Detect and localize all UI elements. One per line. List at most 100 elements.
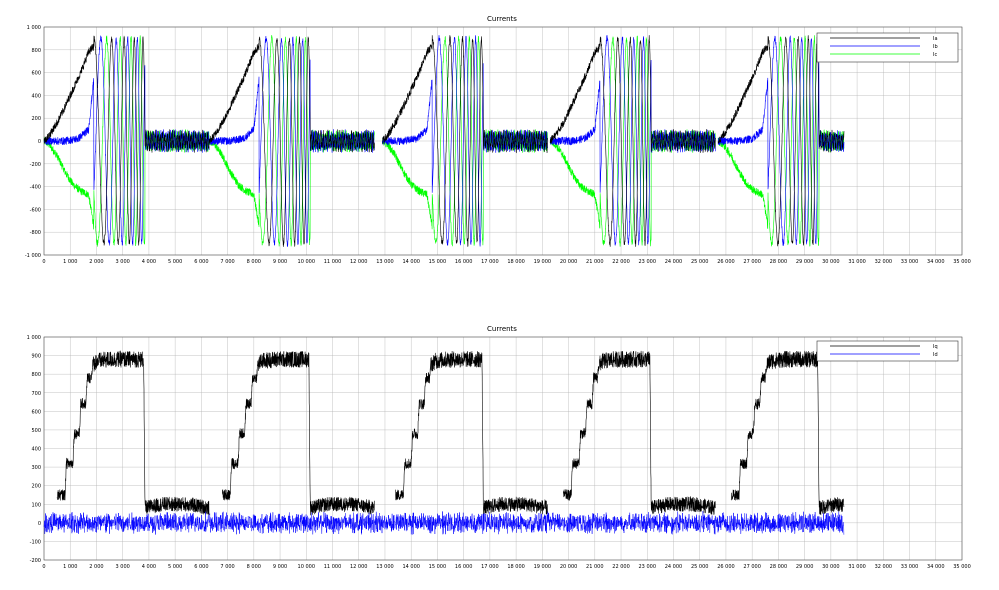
chart-title: Currents — [487, 15, 517, 23]
y-tick-label: 900 — [31, 354, 41, 360]
x-tick-label: 16 000 — [455, 259, 473, 265]
x-tick-label: 14 000 — [402, 259, 420, 265]
x-tick-label: 25 000 — [691, 564, 709, 570]
x-tick-label: 7 000 — [220, 259, 234, 265]
x-tick-label: 26 000 — [717, 259, 735, 265]
y-tick-label: 0 — [38, 521, 41, 527]
x-tick-label: 13 000 — [376, 259, 394, 265]
y-tick-label: 400 — [31, 93, 41, 99]
x-tick-label: 7 000 — [220, 564, 234, 570]
x-tick-label: 32 000 — [875, 259, 893, 265]
y-tick-label: 300 — [31, 465, 41, 471]
legend-label-ic: Ic — [933, 52, 937, 58]
legend-label-ib: Ib — [933, 44, 938, 50]
x-tick-label: 35 000 — [953, 564, 971, 570]
y-tick-label: 0 — [38, 139, 41, 145]
series-group — [43, 350, 845, 535]
y-tick-label: 400 — [31, 447, 41, 453]
x-tick-label: 16 000 — [455, 564, 473, 570]
y-tick-label: -400 — [30, 185, 41, 191]
x-tick-label: 9 000 — [273, 259, 287, 265]
y-tick-label: -200 — [30, 162, 41, 168]
x-tick-label: 15 000 — [429, 564, 447, 570]
x-tick-label: 5 000 — [168, 259, 182, 265]
series-line-ib — [43, 34, 845, 247]
x-tick-label: 0 — [42, 259, 45, 265]
legend: Ia Ib Ic — [816, 32, 959, 63]
x-tick-label: 35 000 — [953, 259, 971, 265]
legend-label-id: Id — [933, 352, 938, 358]
x-tick-label: 4 000 — [142, 259, 156, 265]
y-tick-label: 600 — [31, 409, 41, 415]
x-tick-label: 21 000 — [586, 259, 604, 265]
x-tick-label: 29 000 — [796, 564, 814, 570]
x-tick-label: 3 000 — [116, 259, 130, 265]
x-tick-label: 28 000 — [770, 259, 788, 265]
series-line-ia — [43, 35, 845, 247]
x-tick-label: 12 000 — [350, 259, 368, 265]
x-tick-label: 21 000 — [586, 564, 604, 570]
x-tick-label: 11 000 — [324, 564, 342, 570]
x-tick-label: 20 000 — [560, 259, 578, 265]
x-tick-label: 32 000 — [875, 564, 893, 570]
y-tick-label: 1 000 — [27, 335, 41, 341]
x-tick-label: 13 000 — [376, 564, 394, 570]
plot-area — [43, 336, 963, 561]
x-tick-label: 8 000 — [247, 564, 261, 570]
chart-iq-id: Currents -200 -100 0 100 200 300 400 500 600 700 8… — [27, 325, 971, 570]
chart-title: Currents — [487, 325, 517, 333]
y-tick-label: 600 — [31, 71, 41, 77]
y-tick-label: 700 — [31, 391, 41, 397]
x-tick-label: 22 000 — [612, 259, 630, 265]
x-tick-label: 18 000 — [507, 564, 525, 570]
series-line-iq — [56, 350, 845, 516]
y-tick-label: 100 — [31, 502, 41, 508]
x-tick-label: 1 000 — [63, 564, 77, 570]
x-tick-label: 2 000 — [89, 259, 103, 265]
x-tick-label: 20 000 — [560, 564, 578, 570]
y-tick-label: -200 — [30, 558, 41, 564]
y-axis-ticks: -1 000 -800 -600 -400 -200 0 200 400 600 800 1 000 — [25, 25, 41, 259]
x-tick-label: 34 000 — [927, 259, 945, 265]
x-axis-ticks: 0 1 000 2 000 3 000 4 000 5 000 6 000 7 000 8 00… — [42, 259, 970, 265]
x-tick-label: 10 000 — [298, 259, 316, 265]
x-tick-label: 19 000 — [534, 564, 552, 570]
x-tick-label: 17 000 — [481, 564, 499, 570]
legend-label-iq: Iq — [933, 344, 938, 350]
x-tick-label: 1 000 — [63, 259, 77, 265]
x-tick-label: 33 000 — [901, 564, 919, 570]
x-tick-label: 12 000 — [350, 564, 368, 570]
x-tick-label: 24 000 — [665, 259, 683, 265]
legend-label-ia: Ia — [933, 36, 938, 42]
x-tick-label: 27 000 — [743, 564, 761, 570]
x-tick-label: 14 000 — [402, 564, 420, 570]
y-tick-label: 200 — [31, 484, 41, 490]
y-tick-label: 1 000 — [27, 25, 41, 31]
x-tick-label: 25 000 — [691, 259, 709, 265]
x-tick-label: 11 000 — [324, 259, 342, 265]
series-line-ic — [43, 35, 845, 247]
x-tick-label: 6 000 — [194, 564, 208, 570]
x-tick-label: 22 000 — [612, 564, 630, 570]
y-tick-label: 500 — [31, 428, 41, 434]
series-line-id — [43, 511, 845, 535]
y-axis-ticks: -200 -100 0 100 200 300 400 500 600 700 800 900 1 00… — [27, 335, 41, 564]
x-tick-label: 0 — [42, 564, 45, 570]
x-tick-label: 28 000 — [770, 564, 788, 570]
x-tick-label: 3 000 — [116, 564, 130, 570]
series-group — [43, 34, 845, 247]
y-tick-label: 800 — [31, 372, 41, 378]
x-tick-label: 23 000 — [639, 259, 657, 265]
x-tick-label: 31 000 — [848, 259, 866, 265]
x-tick-label: 8 000 — [247, 259, 261, 265]
x-axis-ticks: 0 1 000 2 000 3 000 4 000 5 000 6 000 7 000 8 00… — [42, 564, 970, 570]
x-tick-label: 33 000 — [901, 259, 919, 265]
x-tick-label: 27 000 — [743, 259, 761, 265]
x-tick-label: 6 000 — [194, 259, 208, 265]
chart-ia-ib-ic: Currents -1 000 -800 -600 -400 -200 0 200 400 60… — [25, 15, 971, 265]
x-tick-label: 10 000 — [298, 564, 316, 570]
x-tick-label: 30 000 — [822, 259, 840, 265]
x-tick-label: 18 000 — [507, 259, 525, 265]
x-tick-label: 29 000 — [796, 259, 814, 265]
